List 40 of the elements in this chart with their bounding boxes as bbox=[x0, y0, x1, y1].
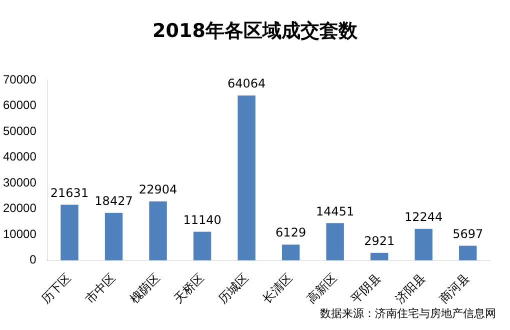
data-label: 6129 bbox=[276, 226, 306, 240]
data-label: 21631 bbox=[50, 186, 89, 200]
y-tick-label: 70000 bbox=[2, 72, 37, 87]
bar bbox=[326, 223, 344, 260]
data-label: 2921 bbox=[364, 234, 395, 248]
y-tick-label: 30000 bbox=[2, 175, 37, 190]
x-tick-label: 长清区 bbox=[260, 270, 296, 306]
x-tick-label: 济阳县 bbox=[392, 270, 428, 306]
bar bbox=[193, 232, 212, 260]
x-tick-label: 平阴县 bbox=[348, 270, 384, 306]
source-note: 数据来源：济南住宅与房地产信息网 bbox=[320, 306, 496, 321]
data-label: 12244 bbox=[404, 210, 443, 224]
data-label: 64064 bbox=[227, 76, 266, 91]
x-tick-label: 天桥区 bbox=[171, 270, 207, 306]
y-tick-label: 40000 bbox=[2, 150, 37, 164]
x-tick-label: 高新区 bbox=[304, 270, 340, 306]
chart-title: 2018年各区域成交套数 bbox=[152, 19, 358, 44]
x-tick-label: 历下区 bbox=[38, 270, 74, 306]
data-label: 5697 bbox=[452, 226, 484, 241]
bar bbox=[60, 204, 78, 260]
x-tick-label: 市中区 bbox=[82, 270, 118, 306]
y-tick-label: 0 bbox=[30, 252, 37, 267]
bar bbox=[459, 246, 477, 260]
data-label: 14451 bbox=[316, 204, 354, 218]
x-tick-label: 商河县 bbox=[436, 270, 472, 306]
bar bbox=[414, 228, 432, 260]
data-label: 18427 bbox=[94, 194, 133, 208]
bar bbox=[104, 212, 123, 260]
y-tick-label: 10000 bbox=[2, 226, 37, 241]
data-label: 22904 bbox=[138, 182, 178, 197]
x-tick-label: 槐荫区 bbox=[127, 270, 162, 306]
y-tick-label: 50000 bbox=[2, 124, 37, 138]
bar bbox=[282, 244, 300, 260]
bar bbox=[149, 201, 167, 260]
bar bbox=[370, 252, 388, 260]
y-tick-label: 20000 bbox=[2, 201, 37, 216]
bar bbox=[238, 95, 256, 260]
x-tick-label: 历城区 bbox=[216, 270, 251, 306]
y-tick-label: 60000 bbox=[2, 98, 37, 112]
data-label: 11140 bbox=[183, 212, 222, 227]
